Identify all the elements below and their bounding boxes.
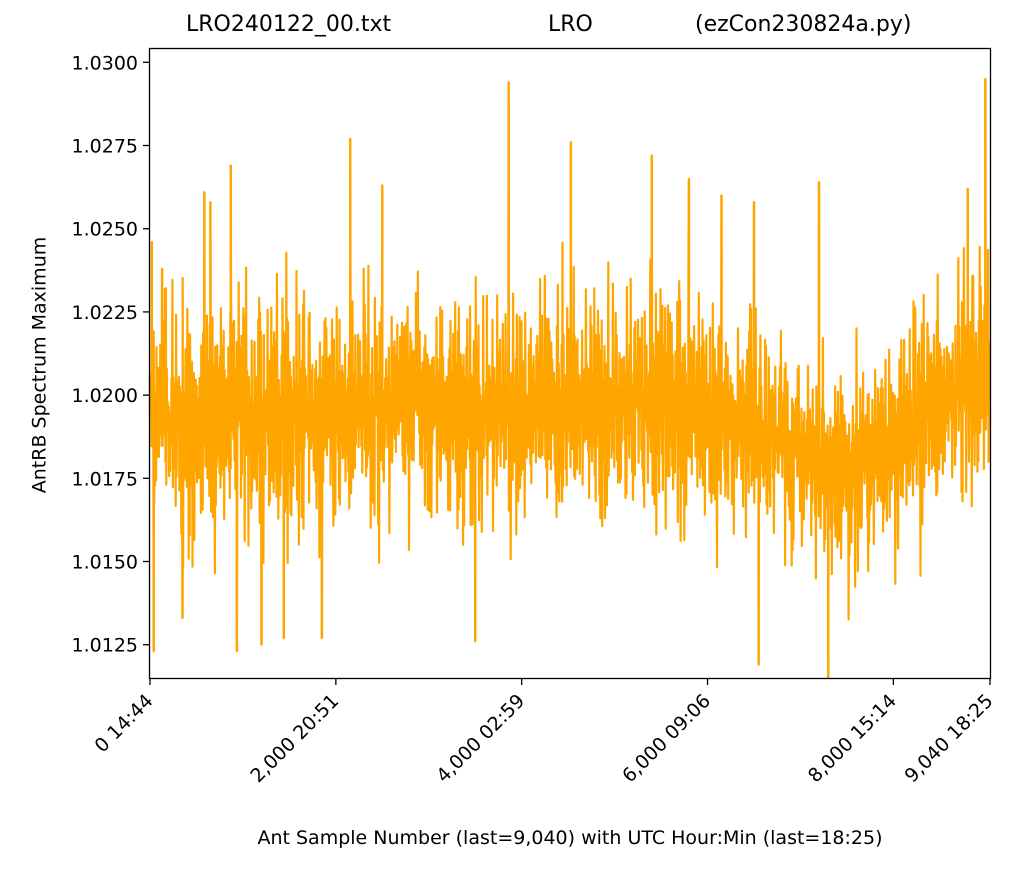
y-tick-label: 1.0300 bbox=[72, 52, 138, 74]
y-tick-label: 1.0225 bbox=[72, 302, 138, 324]
y-tick-label: 1.0275 bbox=[72, 136, 138, 158]
y-tick-label: 1.0250 bbox=[72, 219, 138, 241]
x-tick-label: 9,040 18:25 bbox=[901, 690, 998, 787]
y-tick-label: 1.0200 bbox=[72, 385, 138, 407]
x-tick-label: 8,000 15:14 bbox=[804, 690, 901, 787]
y-axis-label: AntRB Spectrum Maximum bbox=[28, 236, 51, 494]
y-axis: 1.0125 1.0150 1.0175 1.0200 1.0225 1.0250 1.02… bbox=[72, 52, 150, 657]
chart-title-filename: LRO240122_00.txt bbox=[186, 12, 392, 37]
x-tick-label: 6,000 09:06 bbox=[618, 690, 715, 787]
plot-frame bbox=[148, 47, 992, 680]
y-tick-label: 1.0125 bbox=[72, 635, 138, 657]
series-path bbox=[148, 77, 992, 680]
series-line bbox=[148, 77, 992, 680]
x-axis-label: Ant Sample Number (last=9,040) with UTC … bbox=[257, 827, 883, 849]
x-tick-label: 2,000 20:51 bbox=[246, 690, 343, 787]
chart-title-script: (ezCon230824a.py) bbox=[695, 12, 912, 37]
x-axis: 0 14:44 2,000 20:51 4,000 02:59 6,000 09:06… bbox=[90, 678, 998, 787]
x-tick-label: 4,000 02:59 bbox=[432, 690, 529, 787]
x-tick-label: 0 14:44 bbox=[90, 690, 157, 757]
y-tick-label: 1.0175 bbox=[72, 468, 138, 490]
y-tick-label: 1.0150 bbox=[72, 552, 138, 574]
chart-title-station: LRO bbox=[548, 12, 593, 37]
